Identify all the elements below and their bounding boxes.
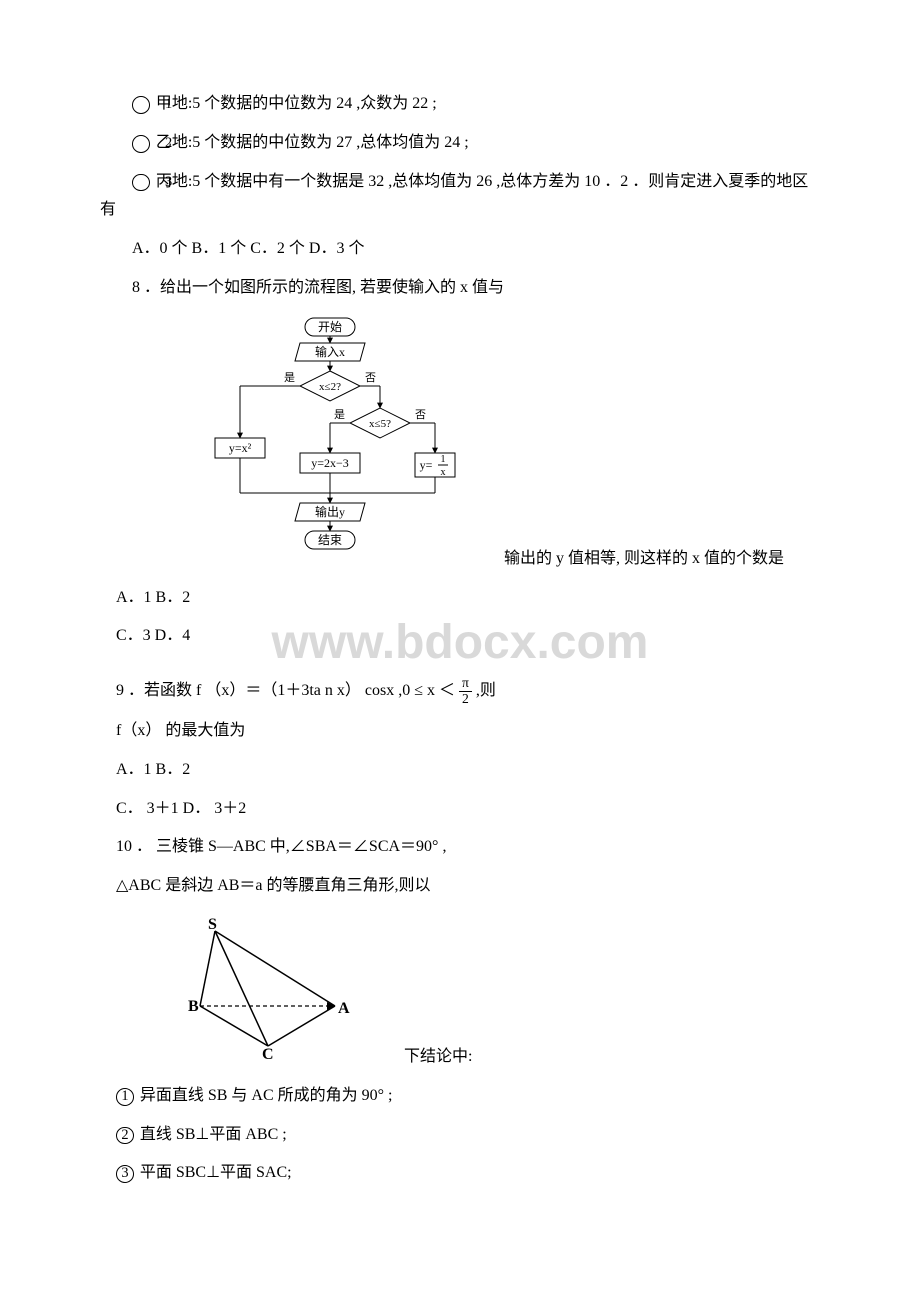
q10-item2: 2 直线 SB⊥平面 ABC ; bbox=[116, 1121, 820, 1150]
label-S: S bbox=[208, 916, 217, 933]
flow-no1: 否 bbox=[365, 372, 376, 384]
flow-yes1: 是 bbox=[284, 371, 295, 384]
q10-item2-text: 直线 SB⊥平面 ABC ; bbox=[140, 1126, 287, 1143]
q8-optsB: C．3 D．4 bbox=[116, 622, 820, 651]
q9-frac: π2 bbox=[459, 676, 472, 707]
circled-3b: 3 bbox=[116, 1165, 134, 1183]
q7-item2-text: 乙地:5 个数据的中位数为 27 ,总体均值为 24 ; bbox=[156, 134, 469, 151]
flow-end: 结束 bbox=[318, 533, 342, 547]
q10-item3: 3 平面 SBC⊥平面 SAC; bbox=[116, 1159, 820, 1188]
q9-optsA: A．1 B．2 bbox=[116, 756, 820, 785]
q10-figure: S B A C bbox=[180, 911, 360, 1072]
flow-c1: x≤2? bbox=[319, 381, 341, 393]
q9-line2: f（x） 的最大值为 bbox=[116, 717, 820, 746]
circled-3: 3 bbox=[132, 174, 150, 192]
label-B: B bbox=[188, 998, 199, 1015]
q9-stem-a: 9 ．若函数 f （x）＝（1＋3ta n x） cosx ,0 ≤ x ＜ bbox=[116, 682, 459, 699]
q8-stem: 8 ．给出一个如图所示的流程图, 若要使输入的 x 值与 bbox=[100, 274, 820, 303]
flow-b3-den: x bbox=[441, 467, 446, 478]
circled-2: 2 bbox=[132, 135, 150, 153]
q9-stem: 9 ．若函数 f （x）＝（1＋3ta n x） cosx ,0 ≤ x ＜ π… bbox=[116, 676, 820, 707]
q9-stem-b: ,则 bbox=[472, 682, 496, 699]
q10-item1-text: 异面直线 SB 与 AC 所成的角为 90° ; bbox=[140, 1087, 393, 1104]
circled-2b: 2 bbox=[116, 1127, 134, 1145]
q8-flowchart-row: 开始 输入x x≤2? 是 否 y=x² bbox=[200, 313, 820, 574]
q10-line2: △ABC 是斜边 AB＝a 的等腰直角三角形,则以 bbox=[116, 872, 820, 901]
flow-out: 输出y bbox=[315, 504, 345, 519]
q7-options: A．0 个 B．1 个 C．2 个 D．3 个 bbox=[100, 235, 820, 264]
flow-no2: 否 bbox=[415, 409, 426, 421]
q10-tail: 下结论中: bbox=[404, 1043, 472, 1072]
page-content: 1 甲地:5 个数据的中位数为 24 ,众数为 22 ; 2 乙地:5 个数据的… bbox=[100, 90, 820, 1188]
flow-start: 开始 bbox=[318, 320, 342, 334]
q7-item3-text: 丙地:5 个数据中有一个数据是 32 ,总体均值为 26 ,总体方差为 10 ．… bbox=[100, 173, 808, 219]
q8-tail: 输出的 y 值相等, 则这样的 x 值的个数是 bbox=[504, 545, 784, 574]
label-C: C bbox=[262, 1046, 274, 1061]
label-A: A bbox=[338, 1000, 350, 1017]
q7-item1: 1 甲地:5 个数据的中位数为 24 ,众数为 22 ; bbox=[100, 90, 820, 119]
flow-input: 输入x bbox=[315, 344, 345, 359]
flow-c2: x≤5? bbox=[369, 418, 391, 430]
q10-stem: 10 ． 三棱锥 S—ABC 中,∠SBA＝∠SCA＝90° , bbox=[116, 833, 820, 862]
flow-b1: y=x² bbox=[229, 441, 252, 455]
flow-b3-num: 1 bbox=[441, 454, 446, 465]
q8-optsA: A．1 B．2 bbox=[116, 584, 820, 613]
flow-b3-lhs: y= bbox=[420, 458, 433, 472]
q7-item3: 3 丙地:5 个数据中有一个数据是 32 ,总体均值为 26 ,总体方差为 10… bbox=[100, 168, 820, 226]
q7-item1-text: 甲地:5 个数据的中位数为 24 ,众数为 22 ; bbox=[156, 95, 437, 112]
q9-frac-den: 2 bbox=[459, 692, 472, 707]
q10-figure-row: S B A C 下结论中: bbox=[180, 911, 820, 1072]
q9-frac-num: π bbox=[459, 676, 472, 692]
q10-item3-text: 平面 SBC⊥平面 SAC; bbox=[140, 1164, 292, 1181]
flow-yes2: 是 bbox=[334, 408, 345, 421]
circled-1: 1 bbox=[132, 96, 150, 114]
q7-item2: 2 乙地:5 个数据的中位数为 27 ,总体均值为 24 ; bbox=[100, 129, 820, 158]
circled-1b: 1 bbox=[116, 1088, 134, 1106]
q9-optsB: C． 3＋1 D． 3＋2 bbox=[116, 795, 820, 824]
flow-b2: y=2x−3 bbox=[311, 456, 349, 470]
q10-item1: 1 异面直线 SB 与 AC 所成的角为 90° ; bbox=[116, 1082, 820, 1111]
q8-flowchart: 开始 输入x x≤2? 是 否 y=x² bbox=[200, 313, 460, 574]
